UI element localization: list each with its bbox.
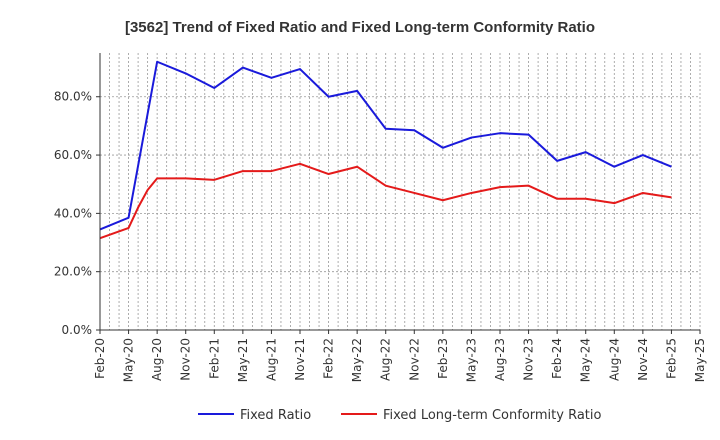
legend-label-fixed-long-term-conformity-ratio: Fixed Long-term Conformity Ratio bbox=[383, 408, 602, 423]
grid bbox=[99, 53, 701, 330]
x-tick-label: May-21 bbox=[236, 338, 250, 382]
x-tick-label: May-22 bbox=[350, 338, 364, 382]
y-tick-label: 20.0% bbox=[54, 265, 92, 279]
x-tick-label: Feb-21 bbox=[207, 338, 221, 379]
x-tick-label: May-24 bbox=[579, 338, 593, 382]
legend: Fixed Ratio Fixed Long-term Conformity Ra… bbox=[198, 408, 602, 423]
x-tick-label: Nov-24 bbox=[636, 338, 650, 381]
series-lines bbox=[99, 60, 672, 240]
x-tick-label: Nov-23 bbox=[522, 338, 536, 381]
chart-title: [3562] Trend of Fixed Ratio and Fixed Lo… bbox=[125, 19, 595, 36]
x-tick-label: Nov-20 bbox=[179, 338, 193, 381]
x-tick-label: Aug-21 bbox=[264, 338, 278, 381]
x-tick-label: May-20 bbox=[122, 338, 136, 382]
x-tick-label: Feb-20 bbox=[93, 338, 107, 379]
legend-label-fixed-ratio: Fixed Ratio bbox=[240, 408, 311, 423]
x-tick-label: Aug-24 bbox=[607, 338, 621, 381]
series-line-fixed-ratio bbox=[99, 60, 672, 231]
x-tick-label: Feb-25 bbox=[664, 338, 678, 379]
x-tick-label: Aug-22 bbox=[379, 338, 393, 381]
x-tick-label: Aug-23 bbox=[493, 338, 507, 381]
x-tick-label: Nov-21 bbox=[293, 338, 307, 381]
x-tick-label: May-23 bbox=[464, 338, 478, 382]
y-tick-label: 40.0% bbox=[54, 206, 92, 220]
x-tick-label: May-25 bbox=[693, 338, 707, 382]
x-tick-label: Feb-22 bbox=[322, 338, 336, 379]
x-tick-label: Feb-24 bbox=[550, 338, 564, 379]
axes: 0.0% 20.0% 40.0% 60.0% 80.0% Feb-20 May-20 Aug-… bbox=[54, 53, 707, 382]
y-tick-label: 60.0% bbox=[54, 148, 92, 162]
y-tick-label: 80.0% bbox=[54, 90, 92, 104]
x-tick-label: Nov-22 bbox=[407, 338, 421, 381]
x-tick-label: Aug-20 bbox=[150, 338, 164, 381]
series-line-fixed-long-term-conformity-ratio bbox=[99, 162, 672, 240]
x-tick-label: Feb-23 bbox=[436, 338, 450, 379]
y-tick-label: 0.0% bbox=[62, 323, 93, 337]
